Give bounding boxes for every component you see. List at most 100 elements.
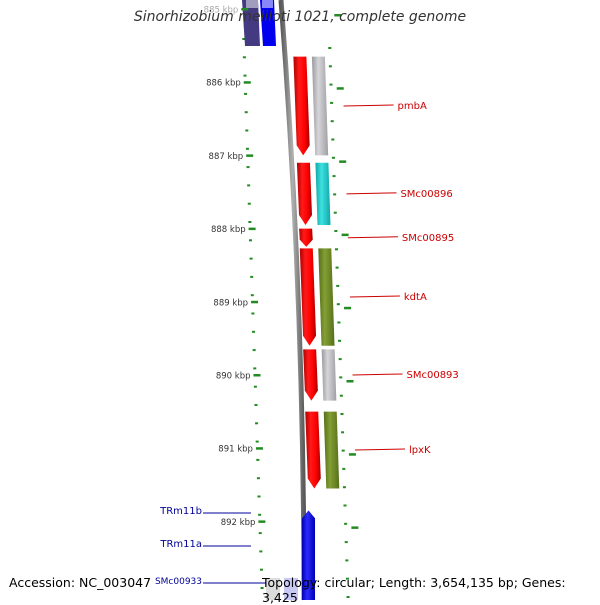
partial-gene-light-blue [262, 0, 273, 8]
gene-pmba[interactable]: pmbA [293, 56, 427, 156]
genome-summary-label: Topology: circular; Length: 3,654,135 bp… [262, 575, 566, 605]
gene-partner-bar[interactable] [323, 411, 340, 489]
rail-dot [342, 486, 346, 489]
scale-tick-label: 886 kbp [206, 79, 241, 89]
scale-tick [346, 380, 354, 383]
partial-gene-blue [260, 0, 276, 46]
rail-dot [244, 92, 248, 95]
scale-tick-label: 889 kbp [213, 298, 248, 308]
rail-dot [242, 38, 246, 40]
rail-dot [331, 138, 335, 141]
rail-dot [345, 559, 349, 562]
rail-dot [256, 458, 260, 461]
rail-dot [344, 541, 348, 544]
scale-tick [255, 447, 263, 450]
scale-tick [334, 14, 342, 17]
cds-arrow[interactable] [299, 248, 317, 346]
rail-dot [337, 321, 341, 324]
cds-arrow[interactable] [303, 349, 318, 401]
rail-dot [336, 303, 340, 306]
rail-dot [247, 202, 251, 205]
rail-dot [254, 404, 258, 406]
rail-dot [257, 495, 261, 498]
rail-dot [328, 65, 332, 68]
scale-tick-label: 892 kbp [221, 518, 256, 528]
genome-title: Sinorhizobium meliloti 1021, complete ge… [133, 9, 467, 25]
gene-label[interactable]: TRm11a [159, 539, 202, 550]
gene-lpxk[interactable]: lpxK [305, 411, 431, 489]
cds-arrow[interactable] [296, 162, 312, 225]
rail-dot [259, 568, 263, 571]
rail-dot [253, 385, 257, 388]
gene-label[interactable]: SMc00893 [407, 370, 459, 381]
rail-dot [336, 284, 340, 287]
cds-arrow[interactable] [293, 56, 310, 156]
gene-label-leader [347, 236, 398, 239]
scale-tick [248, 227, 256, 231]
scale-tick-label: 885 kbp [204, 6, 239, 16]
gene-partner-bar[interactable] [311, 56, 329, 156]
gene-partner-bar[interactable] [321, 349, 337, 401]
scale-tick [339, 160, 347, 163]
cds-arrow[interactable] [302, 510, 316, 600]
rail-dot [247, 184, 251, 187]
gene-label-leader [346, 192, 397, 195]
gene-trm11b[interactable]: TRm11b [159, 506, 316, 600]
rail-dot [333, 193, 337, 196]
gene-kdta[interactable]: kdtA [299, 248, 427, 346]
gene-partner-bar[interactable] [315, 162, 331, 225]
rail-dot [331, 156, 335, 159]
scale-tick [253, 374, 261, 377]
rail-dot [330, 101, 334, 104]
gene-label[interactable]: pmbA [398, 101, 427, 112]
cds-arrow[interactable] [299, 228, 313, 247]
gene-smc00895[interactable]: SMc00895 [299, 228, 454, 247]
rail-dot [245, 147, 249, 150]
rail-dot [328, 47, 332, 49]
gene-label[interactable]: SMc00896 [400, 189, 452, 200]
scale-ticks: 885 kbp 886 kbp 887 kbp 888 kbp 889 kbp 890 k… [204, 6, 359, 529]
gene-partner-bar[interactable] [318, 248, 335, 346]
scale-tick [246, 154, 254, 157]
partial-gene-grey [246, 0, 258, 8]
rail-dot [255, 422, 259, 425]
rail-dot [255, 440, 259, 443]
rail-dot [260, 587, 264, 589]
gene-label-leader [349, 295, 400, 298]
rail-dot [248, 239, 252, 242]
rail-dot [345, 577, 349, 580]
gene-label[interactable]: kdtA [404, 292, 427, 303]
bottom-partial-features [266, 578, 298, 600]
rail-dot [252, 330, 256, 333]
gene-label[interactable]: TRm11b [159, 506, 202, 517]
rail-dot [334, 248, 338, 251]
scale-tick-label: 890 kbp [216, 372, 251, 382]
rail-dot [332, 175, 336, 178]
gene-smc00896[interactable]: SMc00896 [296, 162, 453, 225]
rail-dot [339, 394, 343, 397]
rail-dot [334, 230, 338, 232]
rail-dot [333, 211, 337, 214]
scale-tick [351, 526, 359, 529]
rail-dot [344, 522, 348, 525]
rail-dot [346, 596, 350, 598]
gene-trm11a[interactable]: TRm11a [159, 539, 251, 550]
gene-label[interactable]: SMc00895 [402, 233, 454, 244]
gene-smc00893[interactable]: SMc00893 [303, 349, 459, 401]
gene-label[interactable]: lpxK [409, 445, 431, 456]
rail-dot [253, 367, 257, 370]
rail-dot [250, 275, 254, 278]
rail-dot [329, 83, 333, 86]
genome-backbone [278, 0, 307, 600]
scale-rail-right [328, 47, 350, 598]
accession-label: Accession: NC_003047 [9, 575, 152, 590]
gene-features: pmbA SMc00896 SMc00895 kdtA SMc00893 lpxK TRm1… [155, 56, 459, 600]
scale-tick [341, 233, 349, 237]
cds-arrow[interactable] [305, 411, 321, 489]
gene-label[interactable]: SMc00933 [155, 577, 202, 587]
partial-gene-pale-blue [284, 578, 298, 600]
rail-dot [243, 74, 247, 77]
rail-dot [338, 339, 342, 342]
scale-tick [243, 81, 251, 84]
